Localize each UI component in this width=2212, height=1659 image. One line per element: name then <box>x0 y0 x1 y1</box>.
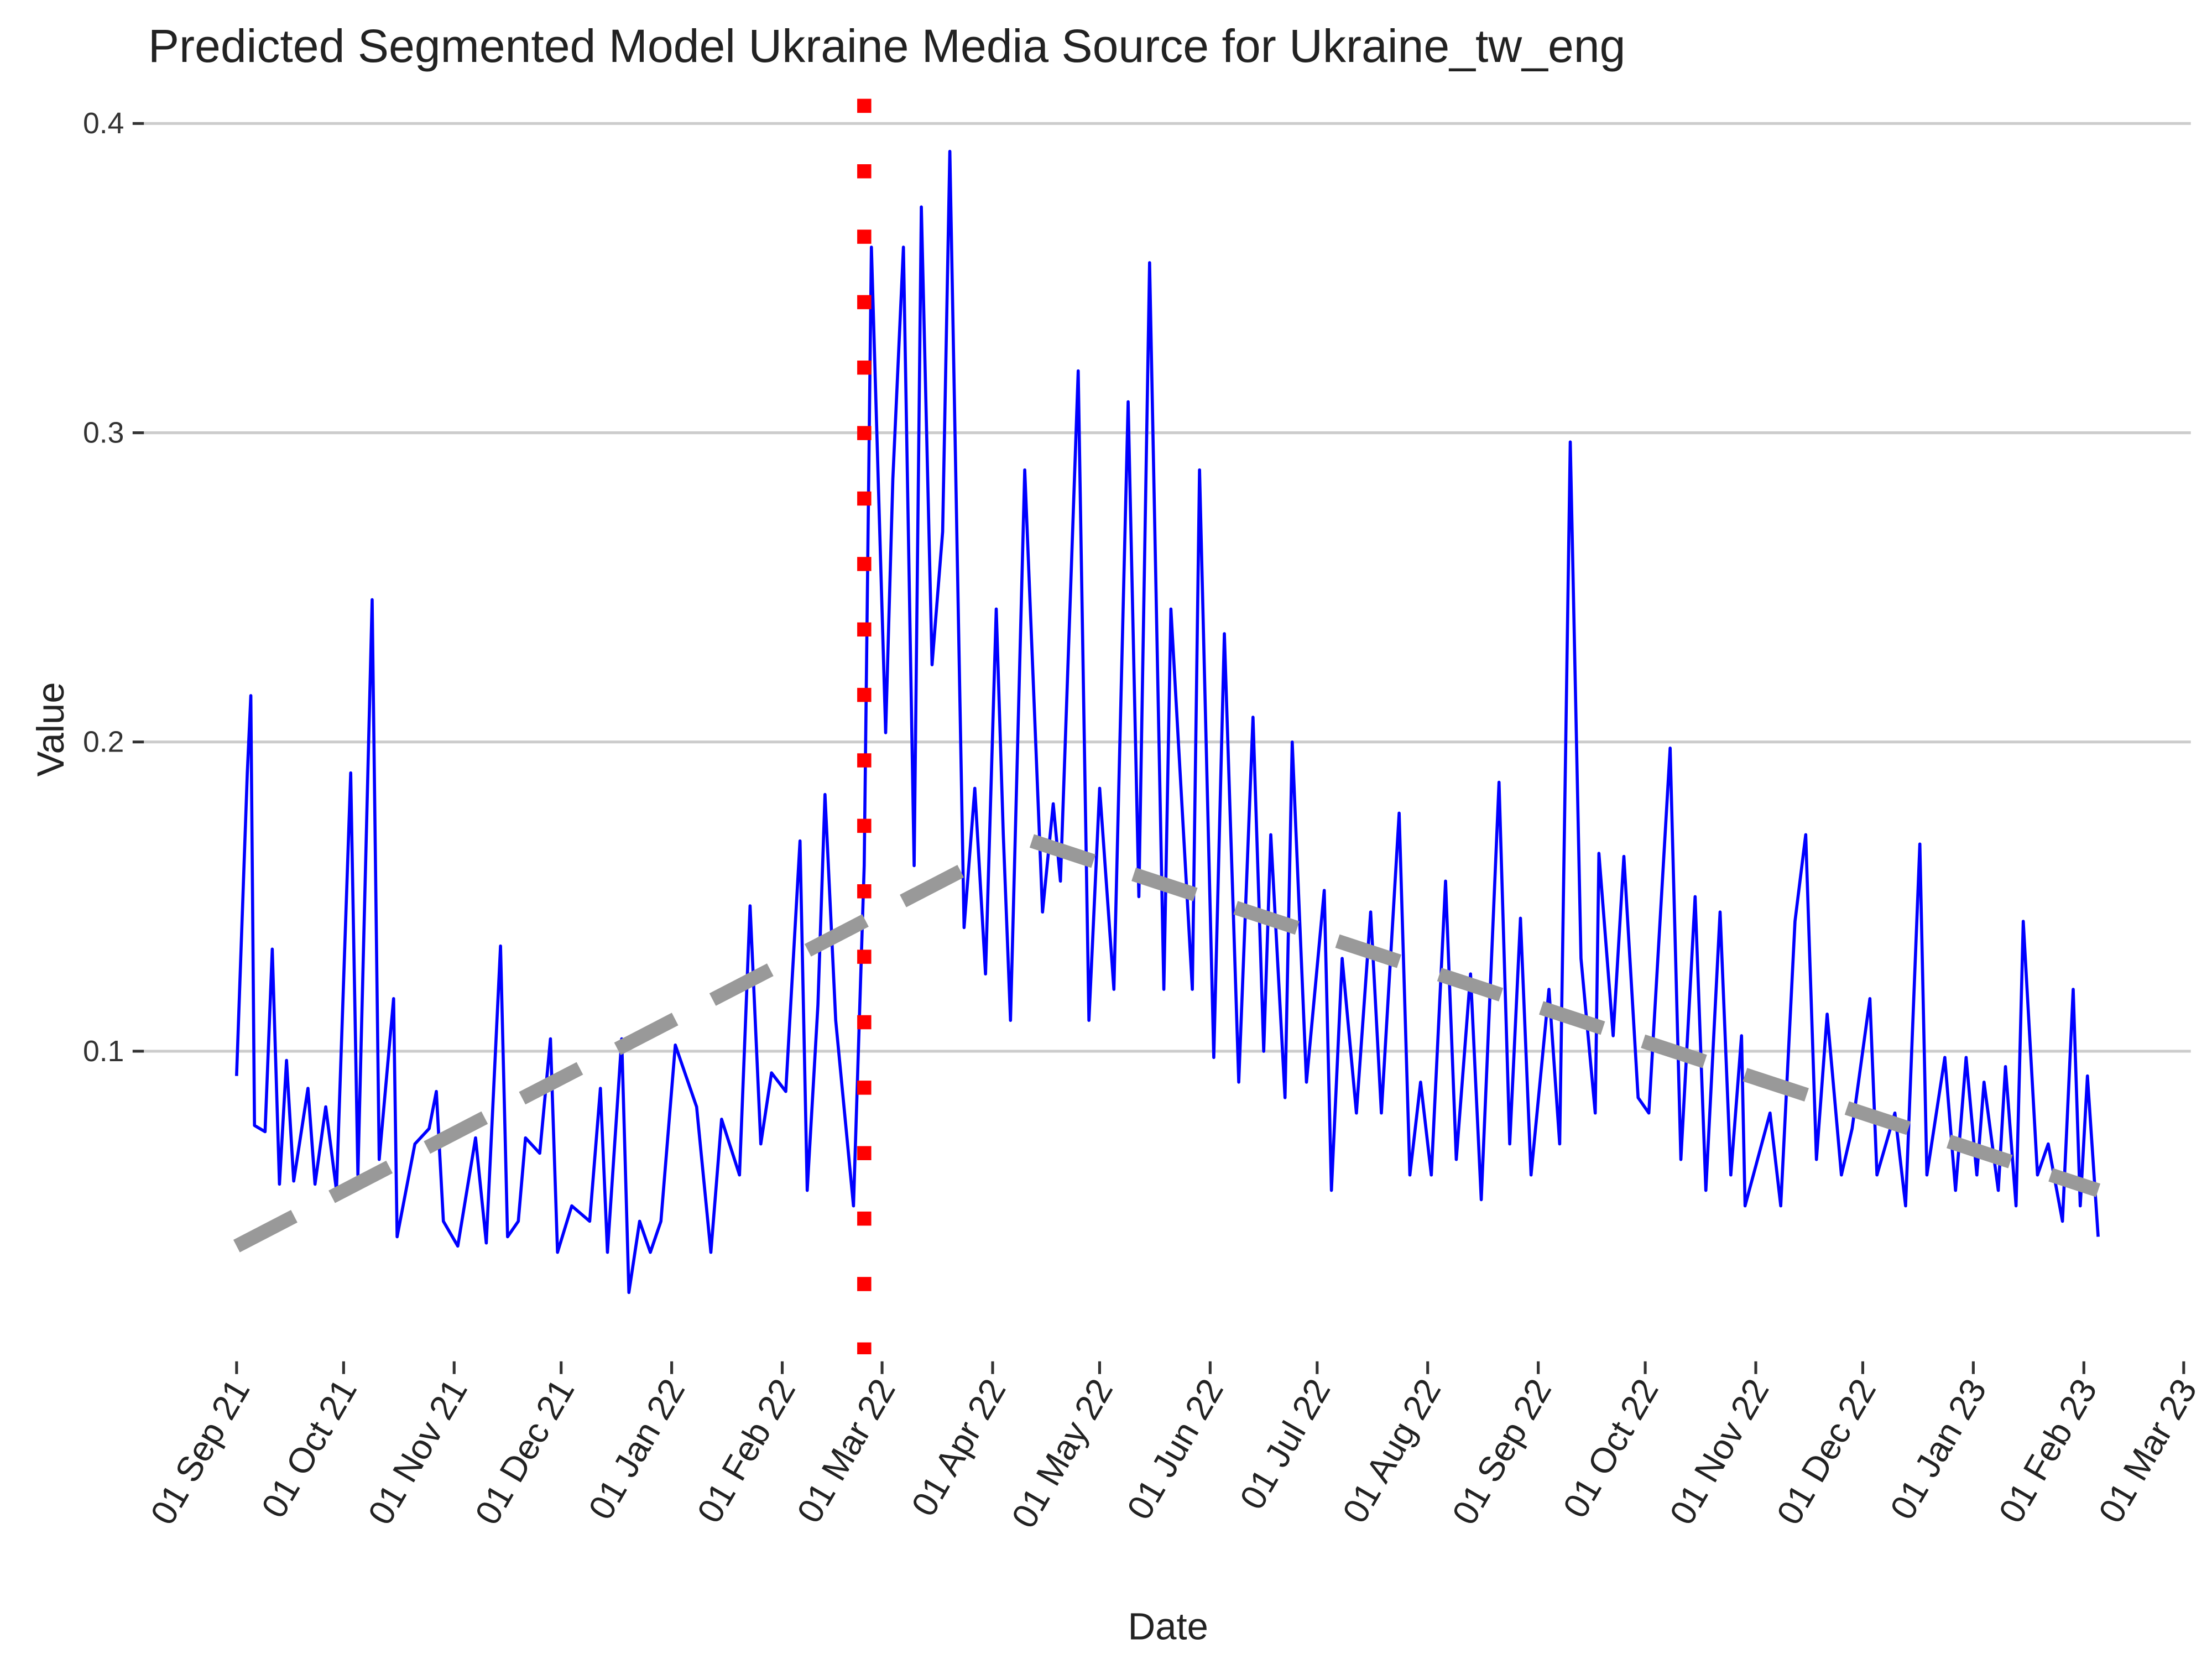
x-tick-label: 01 Feb 22 <box>689 1372 803 1530</box>
x-tick-label: 01 Sep 22 <box>1444 1372 1559 1531</box>
x-tick-label: 01 Jan 22 <box>581 1372 692 1526</box>
y-tick-label: 0.3 <box>83 416 124 449</box>
x-tick-label: 01 Nov 21 <box>360 1372 475 1531</box>
x-tick-label: 01 Jan 23 <box>1882 1372 1994 1526</box>
x-tick-label: 01 Oct 21 <box>253 1372 364 1524</box>
chart-title: Predicted Segmented Model Ukraine Media … <box>148 20 1626 72</box>
x-tick-label: 01 Oct 22 <box>1555 1372 1666 1524</box>
x-tick-label: 01 Apr 22 <box>904 1372 1014 1522</box>
x-tick-label: 01 Dec 22 <box>1768 1372 1884 1531</box>
x-tick-label: 01 Feb 23 <box>1991 1372 2105 1530</box>
y-tick-label: 0.1 <box>83 1035 124 1068</box>
x-tick-label: 01 Nov 22 <box>1662 1372 1777 1531</box>
y-tick-label: 0.2 <box>83 726 124 759</box>
x-tick-label: 01 Aug 22 <box>1334 1372 1448 1530</box>
x-tick-label: 01 Jul 22 <box>1232 1372 1338 1516</box>
x-tick-label: 01 Sep 21 <box>143 1372 258 1531</box>
trend-line <box>233 834 2101 1253</box>
x-tick-label: 01 Mar 22 <box>789 1372 903 1530</box>
x-tick-label: 01 Dec 21 <box>467 1372 582 1531</box>
x-tick-label: 01 May 22 <box>1004 1372 1120 1535</box>
x-axis-label: Date <box>1128 1605 1208 1647</box>
data-line <box>235 149 2100 1295</box>
x-tick-label: 01 Mar 23 <box>2091 1372 2205 1530</box>
x-tick-label: 01 Jun 22 <box>1119 1372 1231 1526</box>
y-axis-label: Value <box>29 682 72 776</box>
y-tick-label: 0.4 <box>83 107 124 140</box>
